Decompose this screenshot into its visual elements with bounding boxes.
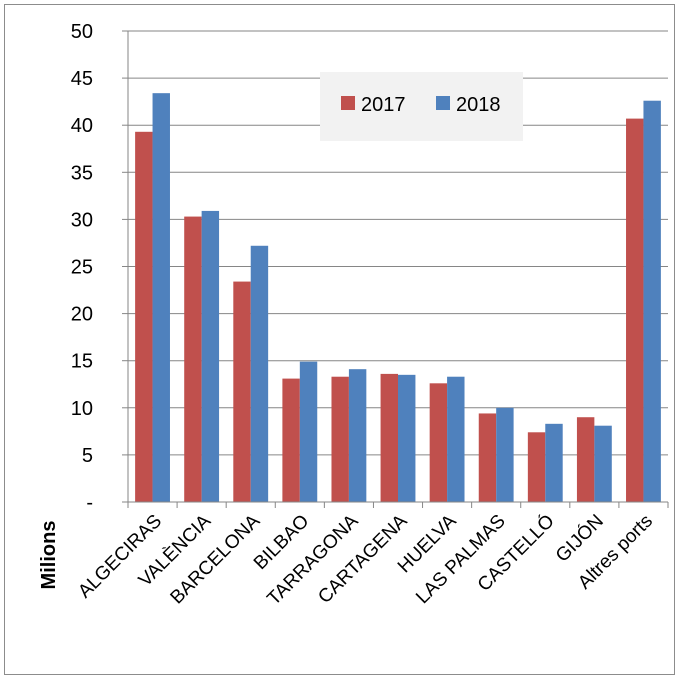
- bar-2018-7: [496, 407, 514, 502]
- bar-2018-8: [545, 423, 563, 502]
- y-tick-label: -: [86, 492, 93, 514]
- bar-2018-3: [299, 361, 318, 502]
- bar-2017-2: [233, 281, 251, 502]
- bar-2017-3: [282, 378, 300, 502]
- y-tick-labels: - 5 10 15 20 25 30 35 40 45 50: [71, 21, 93, 514]
- bar-2018-2: [250, 245, 269, 502]
- x-tick-labels: ALGECIRASVALÈNCIABARCELONABILBAOTARRAGON…: [74, 510, 657, 610]
- bar-2017-10: [626, 118, 644, 502]
- bar-2017-1: [184, 216, 202, 502]
- legend-label-2017: 2017: [361, 94, 406, 116]
- bar-2017-4: [331, 376, 349, 502]
- y-tick-label: 5: [82, 445, 93, 467]
- bar-2017-5: [380, 373, 398, 502]
- bar-2018-4: [348, 369, 367, 502]
- legend-label-2018: 2018: [456, 94, 501, 116]
- y-tick-label: 35: [71, 162, 93, 184]
- y-tick-label: 15: [71, 351, 93, 373]
- bar-2017-9: [576, 417, 595, 502]
- legend-swatch-2017: [341, 96, 355, 110]
- legend-swatch-2018: [436, 96, 450, 110]
- bar-2018-9: [594, 425, 612, 502]
- x-tick-label: ALGECIRAS: [74, 511, 166, 603]
- y-axis-label: Milions: [38, 521, 60, 590]
- bar-2018-0: [152, 93, 170, 502]
- y-tick-label: 50: [71, 21, 93, 43]
- legend: 2017 2018: [320, 72, 523, 141]
- bar-2018-1: [201, 210, 220, 502]
- axes: [122, 30, 669, 508]
- bar-2017-8: [527, 432, 546, 502]
- y-tick-label: 10: [71, 398, 93, 420]
- bar-2018-6: [447, 376, 465, 502]
- y-tick-label: 25: [71, 257, 93, 279]
- bar-2017-7: [478, 413, 497, 502]
- bar-2018-10: [643, 100, 661, 502]
- y-tick-label: 20: [71, 304, 93, 326]
- bars: [135, 93, 661, 502]
- bar-2017-0: [135, 131, 153, 502]
- y-tick-label: 40: [71, 115, 93, 137]
- bar-2017-6: [429, 383, 448, 502]
- y-tick-label: 45: [71, 68, 93, 90]
- y-tick-label: 30: [71, 209, 93, 231]
- bar-2018-5: [398, 374, 416, 502]
